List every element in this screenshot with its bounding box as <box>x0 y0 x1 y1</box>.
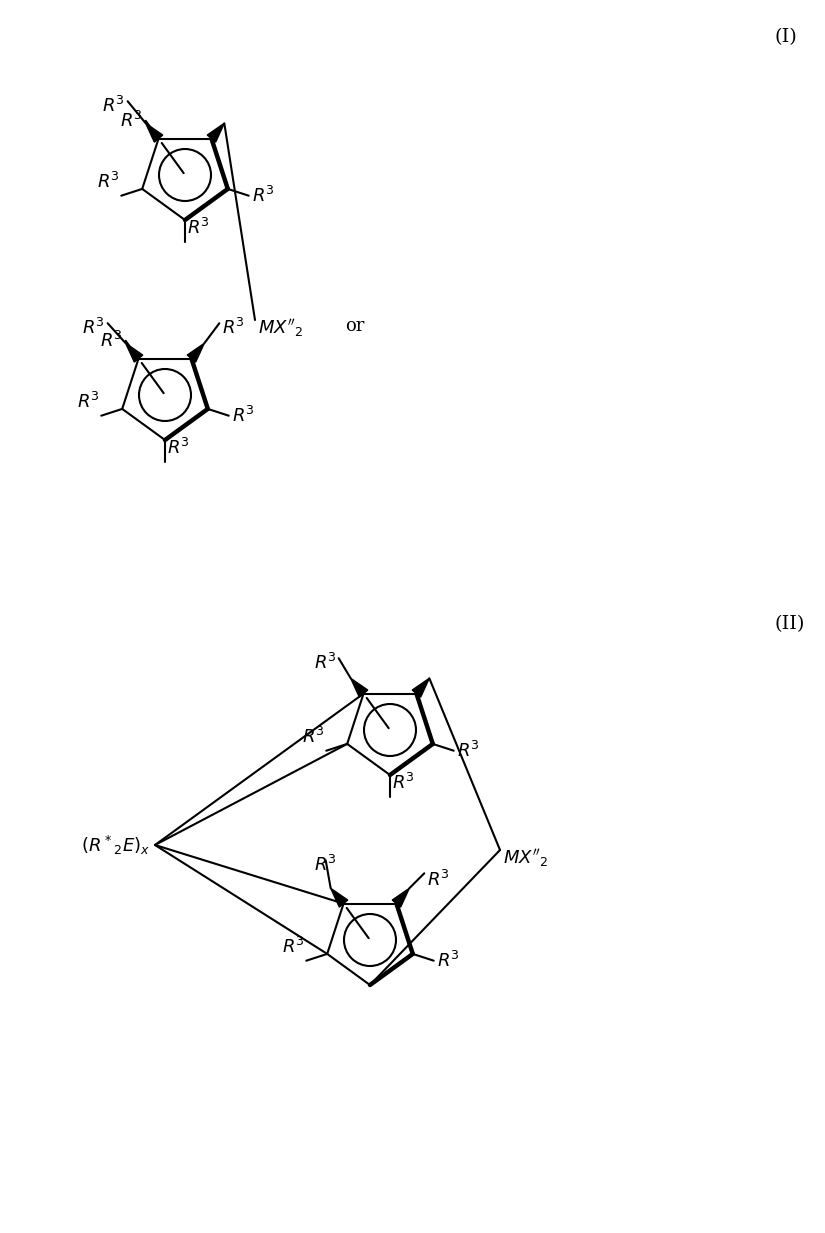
Text: $MX''_2$: $MX''_2$ <box>258 317 304 339</box>
Text: $R^3$: $R^3$ <box>436 951 460 970</box>
Text: $R^3$: $R^3$ <box>314 856 337 875</box>
Text: $R^3$: $R^3$ <box>187 218 210 238</box>
Text: $R^3$: $R^3$ <box>392 773 415 793</box>
Text: $R^3$: $R^3$ <box>167 438 190 457</box>
Text: $R^3$: $R^3$ <box>222 318 245 338</box>
Text: $R^3$: $R^3$ <box>314 653 337 673</box>
Polygon shape <box>351 678 368 697</box>
Text: $R^3$: $R^3$ <box>457 741 479 761</box>
Text: $R^3$: $R^3$ <box>77 392 99 412</box>
Text: (I): (I) <box>775 28 798 46</box>
Polygon shape <box>331 888 348 907</box>
Text: (II): (II) <box>775 615 805 633</box>
Polygon shape <box>207 123 224 142</box>
Text: $(R^*{}_2E)_x$: $(R^*{}_2E)_x$ <box>81 834 150 857</box>
Text: $R^3$: $R^3$ <box>100 330 123 351</box>
Text: $R^3$: $R^3$ <box>252 186 275 206</box>
Text: $R^3$: $R^3$ <box>232 406 254 425</box>
Polygon shape <box>125 343 143 363</box>
Text: $MX''_2$: $MX''_2$ <box>503 847 549 869</box>
Polygon shape <box>392 888 409 907</box>
Text: $R^3$: $R^3$ <box>281 937 304 957</box>
Text: $R^3$: $R^3$ <box>302 726 324 747</box>
Text: $R^3$: $R^3$ <box>82 318 105 338</box>
Text: $R^3$: $R^3$ <box>120 111 143 131</box>
Text: $R^3$: $R^3$ <box>97 171 120 191</box>
Text: $R^3$: $R^3$ <box>427 870 450 890</box>
Polygon shape <box>146 123 163 142</box>
Text: or: or <box>345 317 365 335</box>
Polygon shape <box>187 343 205 363</box>
Polygon shape <box>412 678 429 697</box>
Text: $R^3$: $R^3$ <box>102 96 125 116</box>
